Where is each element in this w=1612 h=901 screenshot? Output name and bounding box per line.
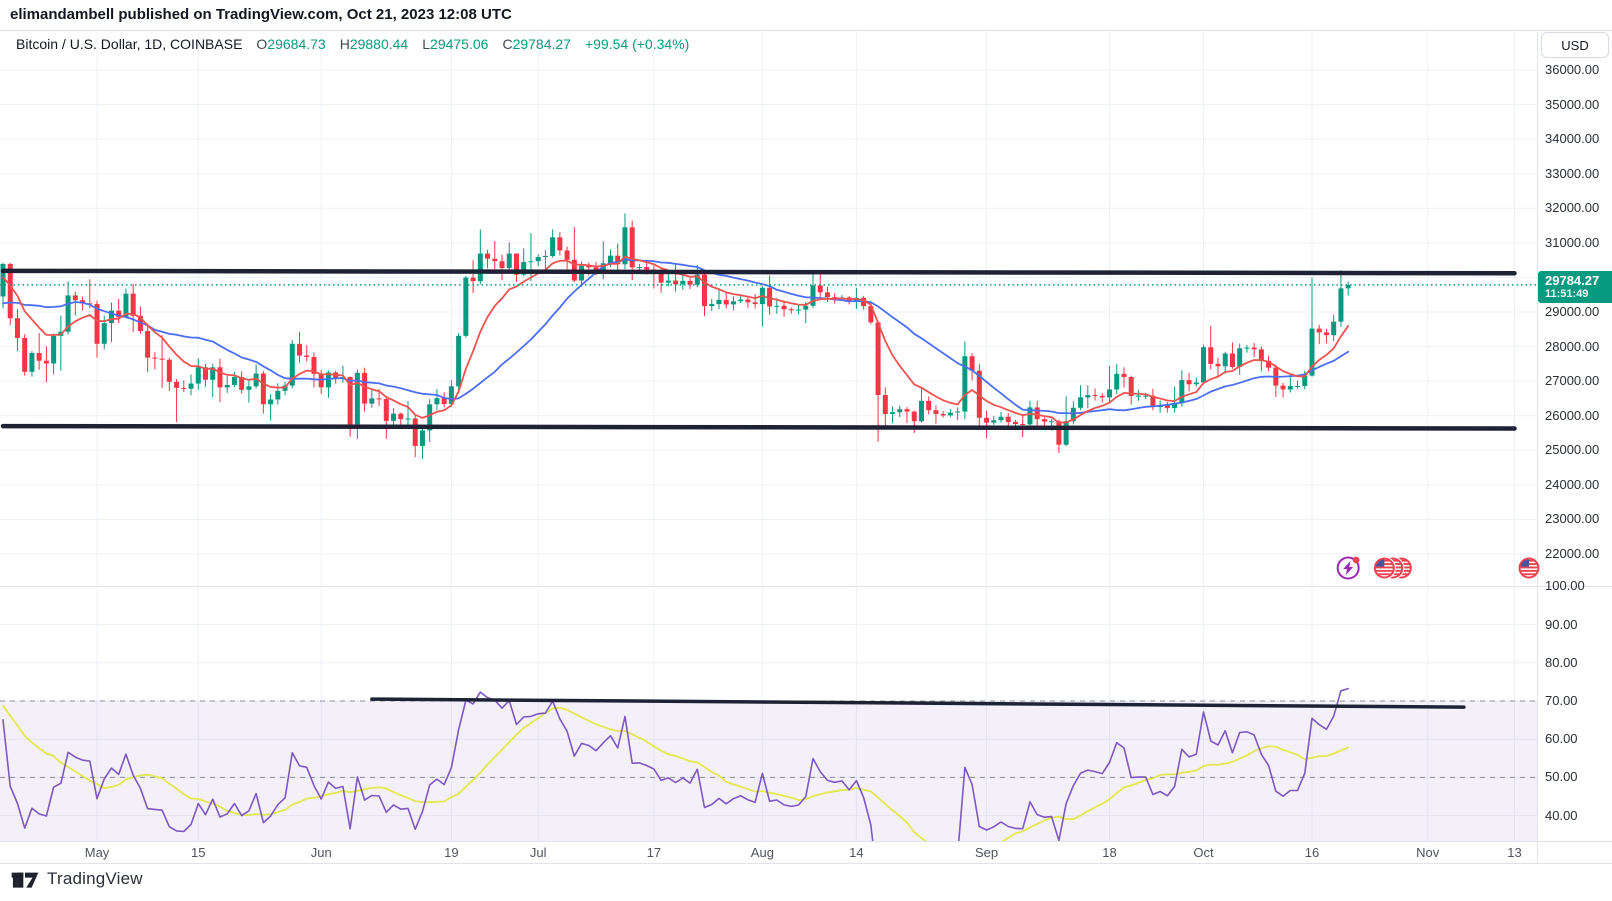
rsi-layer — [2, 687, 1350, 841]
change-value: +99.54 (+0.34%) — [584, 36, 690, 52]
footer: TradingView — [10, 866, 143, 891]
close-value: C29784.27 — [502, 36, 571, 52]
event-markers-layer — [1336, 556, 1541, 580]
tradingview-wordmark[interactable]: TradingView — [47, 868, 143, 888]
symbol-legend: Bitcoin / U.S. Dollar, 1D, COINBASE O296… — [16, 36, 689, 52]
price-axis-label: 22000.00 — [1545, 546, 1600, 561]
time-axis-label: Nov — [1416, 845, 1440, 860]
last-price-value: 29784.27 — [1545, 273, 1600, 288]
time-axis-label: 17 — [646, 845, 662, 860]
time-axis-label: Sep — [974, 845, 999, 860]
price-axis-label: 29000.00 — [1545, 304, 1600, 319]
price-axis-label: 36000.00 — [1545, 62, 1600, 77]
rsi-axis-label: 100.00 — [1545, 578, 1585, 594]
time-axis-label: 18 — [1102, 845, 1117, 860]
time-axis-label: 15 — [191, 845, 206, 860]
time-axis-label: Jul — [529, 845, 547, 860]
price-axis-border — [1537, 30, 1538, 863]
time-axis-label: 16 — [1304, 845, 1320, 860]
price-axis-label: 27000.00 — [1545, 373, 1600, 389]
price-axis-label: 32000.00 — [1545, 200, 1600, 216]
high-value: H29880.44 — [339, 36, 409, 52]
time-axis-label: 13 — [1507, 845, 1522, 860]
rsi-axis-label: 40.00 — [1545, 807, 1578, 823]
us-economic-event-icon[interactable] — [1372, 556, 1413, 580]
time-axis-bottom-border — [0, 863, 1612, 864]
chart-top-border — [0, 30, 1612, 31]
tradingview-logo-icon[interactable] — [10, 866, 40, 891]
candles-layer — [0, 213, 1351, 459]
currency-toggle-button[interactable]: USD — [1541, 32, 1609, 58]
rsi-axis-label: 90.00 — [1545, 616, 1578, 632]
rsi-axis-label: 60.00 — [1545, 731, 1578, 747]
time-axis-label: 14 — [849, 845, 864, 860]
price-axis-label: 28000.00 — [1545, 338, 1600, 354]
price-axis-label: 25000.00 — [1545, 442, 1600, 458]
price-axis-label: 34000.00 — [1545, 131, 1600, 147]
symbol-title[interactable]: Bitcoin / U.S. Dollar, 1D, COINBASE — [16, 36, 243, 52]
price-axis-label: 23000.00 — [1545, 511, 1600, 527]
publish-header: elimandambell published on TradingView.c… — [10, 6, 512, 23]
grid-layer — [0, 31, 1537, 841]
low-value: L29475.06 — [422, 36, 489, 52]
price-axis-label: 24000.00 — [1545, 476, 1600, 492]
rsi-axis-label: 80.00 — [1545, 654, 1578, 670]
time-axis-top-border — [0, 841, 1612, 842]
rsi-axis-label: 50.00 — [1545, 769, 1578, 785]
time-axis-label: Jun — [310, 845, 332, 860]
pane-separator[interactable] — [0, 586, 1612, 587]
time-axis-label: Aug — [750, 845, 774, 860]
price-axis-label: 26000.00 — [1545, 407, 1600, 423]
time-axis-label: May — [84, 845, 110, 860]
last-price-badge: 29784.27 11:51:49 — [1538, 271, 1612, 303]
price-axis-label: 31000.00 — [1545, 234, 1600, 250]
time-axis-label: Oct — [1193, 845, 1214, 860]
rsi-axis-label: 70.00 — [1545, 693, 1578, 708]
drawings-layer — [0, 268, 1537, 709]
price-axis-label: 35000.00 — [1545, 96, 1600, 112]
us-economic-event-icon[interactable] — [1517, 556, 1541, 580]
bar-countdown: 11:51:49 — [1545, 288, 1589, 300]
crypto-event-icon[interactable] — [1336, 556, 1360, 580]
open-value: O29684.73 — [256, 36, 326, 52]
rsi-band-layer — [0, 700, 1537, 841]
time-axis-label: 19 — [444, 845, 459, 860]
price-axis-label: 33000.00 — [1545, 165, 1600, 181]
